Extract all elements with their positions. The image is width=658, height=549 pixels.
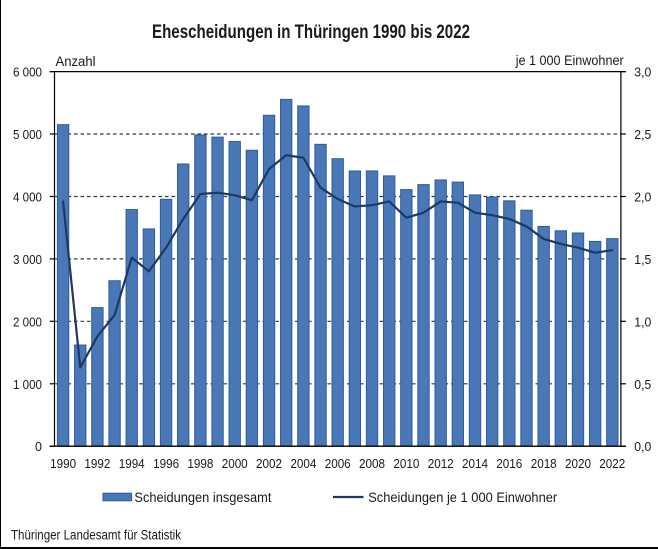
svg-text:1998: 1998 (187, 456, 213, 471)
svg-text:2006: 2006 (325, 456, 351, 471)
svg-text:1992: 1992 (84, 456, 110, 471)
svg-text:2004: 2004 (290, 456, 316, 471)
svg-text:1990: 1990 (50, 456, 76, 471)
svg-text:2014: 2014 (462, 456, 488, 471)
svg-text:Anzahl: Anzahl (56, 53, 96, 69)
svg-text:2,0: 2,0 (634, 191, 651, 205)
svg-text:6 000: 6 000 (13, 66, 42, 80)
svg-text:1994: 1994 (119, 456, 145, 471)
svg-text:je 1 000 Einwohner: je 1 000 Einwohner (515, 52, 624, 68)
svg-text:2018: 2018 (531, 456, 557, 471)
svg-text:2,5: 2,5 (634, 128, 651, 142)
svg-text:2008: 2008 (359, 456, 385, 471)
svg-text:2020: 2020 (565, 456, 591, 471)
svg-text:1,5: 1,5 (634, 253, 651, 267)
svg-text:4 000: 4 000 (13, 191, 42, 205)
svg-text:Scheidungen insgesamt: Scheidungen insgesamt (134, 490, 271, 505)
svg-text:2002: 2002 (256, 456, 282, 471)
svg-text:5 000: 5 000 (13, 128, 42, 142)
svg-text:0,5: 0,5 (634, 378, 651, 392)
svg-text:Thüringer Landesamt für Statis: Thüringer Landesamt für Statistik (11, 528, 181, 543)
svg-text:3,0: 3,0 (634, 66, 651, 80)
svg-text:2 000: 2 000 (13, 315, 42, 329)
svg-text:0: 0 (35, 440, 42, 454)
svg-text:1996: 1996 (153, 456, 179, 471)
svg-text:2000: 2000 (222, 456, 248, 471)
svg-text:2022: 2022 (599, 456, 625, 471)
svg-text:Ehescheidungen in Thüringen 19: Ehescheidungen in Thüringen 1990 bis 202… (152, 22, 470, 43)
svg-text:0,0: 0,0 (634, 440, 651, 454)
svg-text:Scheidungen je 1 000 Einwohner: Scheidungen je 1 000 Einwohner (368, 490, 557, 505)
svg-text:3 000: 3 000 (13, 253, 42, 267)
svg-text:2010: 2010 (393, 456, 419, 471)
svg-text:1,0: 1,0 (634, 315, 651, 329)
svg-text:1 000: 1 000 (13, 378, 42, 392)
svg-text:2016: 2016 (496, 456, 522, 471)
svg-text:2012: 2012 (428, 456, 454, 471)
